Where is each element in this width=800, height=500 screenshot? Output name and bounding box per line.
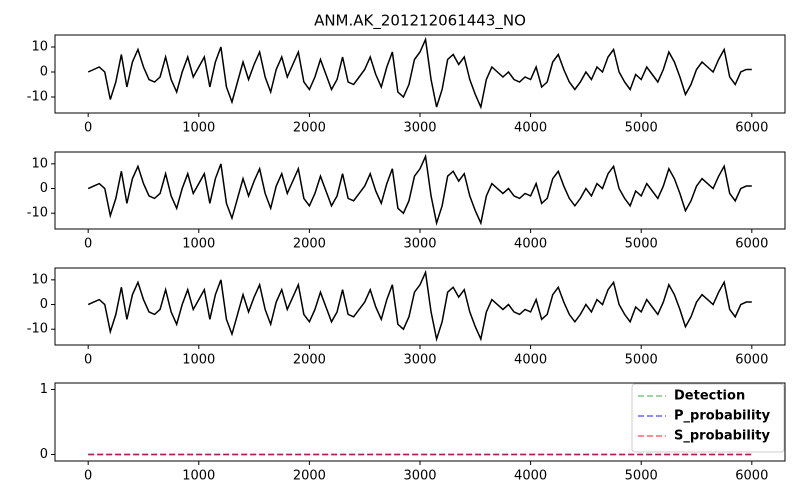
x-tick-label: 6000 (735, 353, 768, 368)
x-tick-label: 5000 (625, 121, 658, 136)
axes-frame (54, 382, 786, 462)
y-tick-label: 10 (31, 156, 48, 171)
legend-label: P_probability (674, 409, 771, 424)
x-tick-label: 1000 (182, 469, 215, 484)
x-tick-label: 5000 (625, 237, 658, 252)
x-tick-label: 2000 (293, 121, 326, 136)
x-tick-label: 1000 (182, 121, 215, 136)
series-line (87, 269, 752, 343)
x-tick-label: 2000 (293, 353, 326, 368)
x-tick-label: 4000 (514, 237, 547, 252)
x-tick-label: 6000 (735, 121, 768, 136)
y-tick-label: 0 (40, 65, 48, 80)
legend-box (631, 383, 785, 453)
x-tick-label: 2000 (293, 237, 326, 252)
axes-frame (54, 34, 786, 114)
y-tick-label: 1 (40, 382, 48, 397)
x-tick-label: 6000 (735, 237, 768, 252)
x-tick-label: 0 (84, 237, 92, 252)
x-tick-label: 0 (84, 469, 92, 484)
y-tick-label: -10 (27, 322, 48, 337)
y-tick-label: 0 (40, 181, 48, 196)
x-tick-label: 5000 (625, 353, 658, 368)
x-tick-label: 5000 (625, 469, 658, 484)
legend-label: Detection (674, 389, 745, 404)
x-tick-label: 0 (84, 121, 92, 136)
x-tick-label: 4000 (514, 469, 547, 484)
legend-label: S_probability (674, 429, 770, 444)
x-tick-label: 2000 (293, 469, 326, 484)
x-tick-label: 3000 (403, 353, 436, 368)
series-line (87, 36, 752, 110)
axes-frame (54, 151, 786, 230)
y-tick-label: -10 (27, 206, 48, 221)
x-tick-label: 1000 (182, 353, 215, 368)
y-tick-label: 0 (40, 297, 48, 312)
series-line (87, 153, 752, 227)
x-tick-label: 0 (84, 353, 92, 368)
x-tick-label: 6000 (735, 469, 768, 484)
y-tick-label: 0 (40, 447, 48, 462)
y-tick-label: -10 (27, 90, 48, 105)
chart-title: ANM.AK_201212061443_NO (314, 12, 526, 31)
x-tick-label: 4000 (514, 353, 547, 368)
y-tick-label: 10 (31, 40, 48, 55)
x-tick-label: 4000 (514, 121, 547, 136)
x-tick-label: 3000 (403, 237, 436, 252)
y-tick-label: 10 (31, 272, 48, 287)
x-tick-label: 3000 (403, 121, 436, 136)
x-tick-label: 1000 (182, 237, 215, 252)
x-tick-label: 3000 (403, 469, 436, 484)
axes-frame (54, 267, 786, 346)
